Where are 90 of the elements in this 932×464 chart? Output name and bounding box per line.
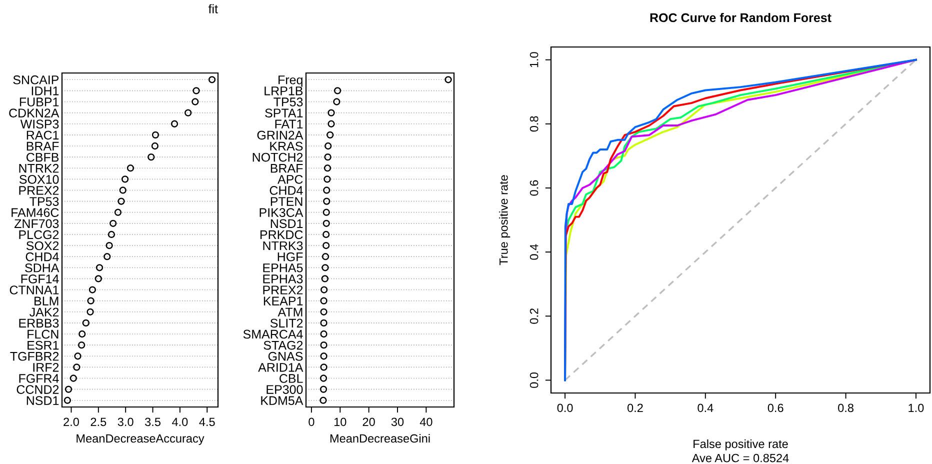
y-tick-label: TP53: [274, 98, 303, 106]
y-tick-label: SNCAIP: [13, 75, 59, 84]
y-tick-label: SOX10: [19, 174, 59, 184]
x-tick-label: 2.0: [64, 418, 79, 426]
y-tick-label: ESR1: [28, 340, 59, 350]
x-axis-title: MeanDecreaseAccuracy: [76, 434, 204, 445]
y-tick-label: LRP1B: [264, 86, 303, 96]
y-tick-label: ARID1A: [258, 363, 304, 372]
x-tick-label: 1.0: [908, 404, 924, 412]
y-tick-label: IRF2: [33, 362, 59, 372]
y-tick-label: KDM5A: [261, 396, 304, 406]
y-tick-label: PTEN: [270, 197, 302, 206]
x-tick-label: 4.5: [199, 418, 215, 426]
y-tick-label: PIK3CA: [260, 208, 304, 218]
x-tick-label: 20: [362, 418, 375, 426]
y-tick-label: EPHA3: [263, 274, 303, 284]
y-tick-label: CBL: [280, 374, 303, 383]
y-tick-label: 1.0: [530, 52, 538, 68]
y-tick-label: EP300: [266, 385, 303, 394]
y-tick-label: PREX2: [19, 186, 59, 195]
x-tick-label: 4.0: [172, 418, 188, 426]
y-axis-title: True positive rate: [499, 175, 510, 266]
y-tick-label: SOX2: [26, 241, 59, 250]
y-tick-label: RAC1: [26, 130, 59, 140]
y-tick-label: NSD1: [270, 219, 303, 228]
y-tick-label: CHD4: [270, 186, 303, 195]
chart-title: fit: [208, 4, 218, 14]
x-tick-label: 0.2: [627, 404, 643, 412]
y-tick-label: FGFR4: [19, 374, 59, 383]
y-tick-label: HGF: [278, 252, 303, 262]
y-tick-label: 0.0: [530, 372, 538, 388]
y-tick-label: KRAS: [270, 142, 303, 151]
y-tick-label: PRKDC: [260, 230, 303, 240]
y-tick-label: FUBP1: [20, 98, 59, 106]
x-tick-label: 0.0: [557, 404, 573, 412]
text: Ave AUC = 0.8524: [692, 454, 789, 462]
y-tick-label: SPTA1: [265, 108, 303, 118]
x-tick-label: 0: [308, 418, 314, 426]
y-tick-label: 0.4: [530, 244, 538, 260]
y-tick-label: PLCG2: [19, 230, 59, 240]
y-tick-label: FAT1: [275, 120, 303, 128]
chart-title: ROC Curve for Random Forest: [650, 12, 832, 22]
y-tick-label: SLIT2: [270, 318, 303, 328]
y-tick-label: GRIN2A: [257, 130, 304, 140]
y-tick-label: BRAF: [270, 164, 303, 173]
y-tick-label: CDKN2A: [9, 108, 60, 118]
y-tick-label: BLM: [34, 296, 58, 306]
y-tick-label: APC: [278, 174, 303, 184]
y-tick-label: Freq: [278, 76, 302, 87]
x-axis-title: False positive rate: [694, 439, 788, 450]
y-tick-label: CCND2: [16, 385, 59, 394]
y-tick-label: NSD1: [26, 396, 59, 406]
y-tick-label: SMARCA4: [243, 330, 303, 339]
x-tick-label: 3.5: [145, 418, 160, 426]
x-axis-title: MeanDecreaseGini: [330, 434, 430, 443]
x-tick-label: 0.4: [698, 404, 714, 412]
y-tick-label: 0.2: [530, 308, 538, 324]
y-tick-label: NTRK2: [19, 164, 59, 173]
y-tick-label: ATM: [278, 308, 302, 316]
y-tick-label: ZNF703: [14, 219, 59, 228]
y-tick-label: 0.8: [530, 116, 538, 132]
x-tick-label: 0.8: [838, 404, 854, 412]
y-tick-label: ERBB3: [19, 318, 59, 328]
y-tick-label: STAG2: [264, 340, 303, 350]
y-tick-label: NTRK3: [263, 241, 303, 250]
x-tick-label: 3.0: [118, 418, 134, 426]
x-tick-label: 10: [334, 418, 346, 426]
y-tick-label: FAM46C: [12, 208, 59, 218]
x-tick-label: 0.6: [768, 404, 784, 412]
x-tick-label: 2.5: [90, 418, 106, 426]
y-tick-label: KEAP1: [264, 296, 303, 306]
y-tick-label: TGFBR2: [10, 352, 59, 361]
y-tick-label: CHD4: [26, 252, 59, 262]
y-tick-label: SDHA: [25, 263, 60, 272]
y-tick-label: WISP3: [20, 120, 59, 129]
y-tick-label: IDH1: [32, 86, 59, 96]
y-tick-label: NOTCH2: [252, 152, 303, 162]
y-tick-label: 0.6: [530, 180, 538, 196]
y-tick-label: FGF14: [21, 274, 59, 284]
y-tick-label: PREX2: [263, 286, 303, 294]
y-tick-label: EPHA5: [263, 264, 303, 272]
y-tick-label: CBFB: [26, 152, 59, 162]
y-tick-label: TP53: [30, 197, 59, 206]
y-tick-label: CTNNA1: [10, 286, 59, 294]
y-tick-label: BRAF: [26, 142, 59, 151]
y-tick-label: JAK2: [30, 308, 59, 317]
x-tick-label: 40: [420, 418, 432, 426]
y-tick-label: FLCN: [28, 330, 58, 339]
x-tick-label: 30: [391, 418, 404, 426]
y-tick-label: GNAS: [268, 352, 303, 361]
